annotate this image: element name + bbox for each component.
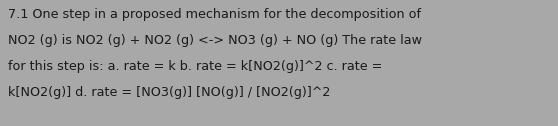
Text: k[NO2(g)] d. rate = [NO3(g)] [NO(g)] / [NO2(g)]^2: k[NO2(g)] d. rate = [NO3(g)] [NO(g)] / [… [8,86,330,99]
Text: 7.1 One step in a proposed mechanism for the decomposition of: 7.1 One step in a proposed mechanism for… [8,8,421,21]
Text: for this step is: a. rate = k b. rate = k[NO2(g)]^2 c. rate =: for this step is: a. rate = k b. rate = … [8,60,382,73]
Text: NO2 (g) is NO2 (g) + NO2 (g) <-> NO3 (g) + NO (g) The rate law: NO2 (g) is NO2 (g) + NO2 (g) <-> NO3 (g)… [8,34,422,47]
